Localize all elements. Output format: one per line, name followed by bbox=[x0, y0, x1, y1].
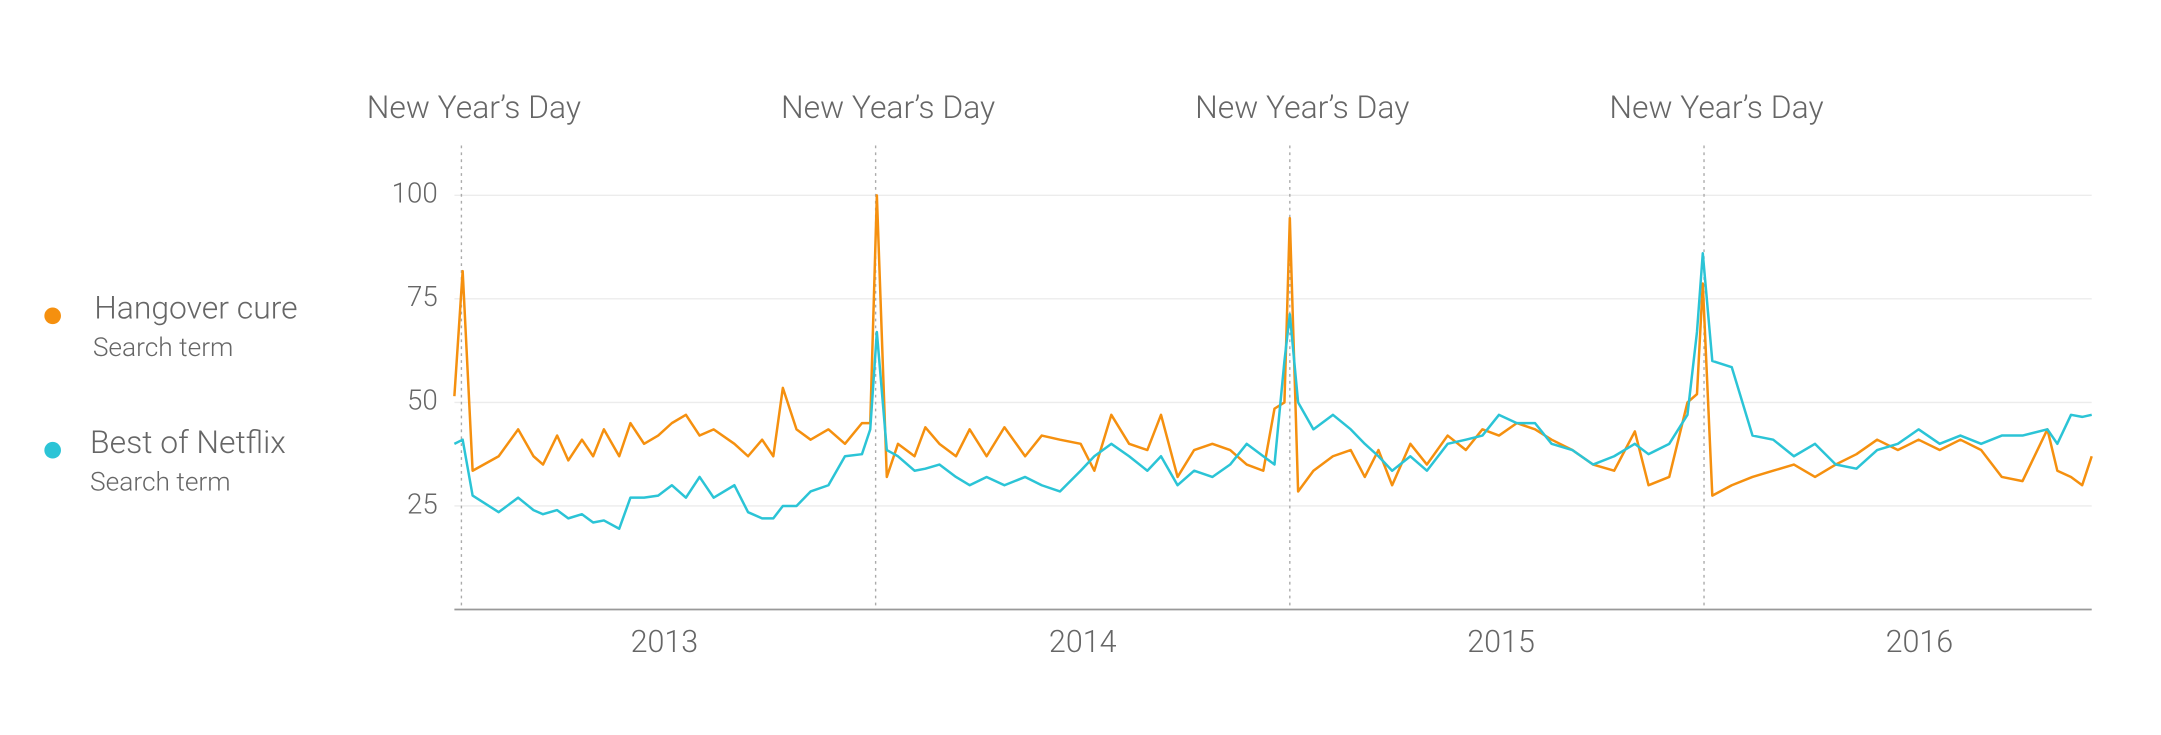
legend-sublabel: Search term bbox=[90, 467, 231, 497]
y-tick-label: 100 bbox=[392, 177, 438, 210]
event-label: New Year’s Day bbox=[367, 88, 581, 126]
legend-marker bbox=[44, 441, 61, 459]
y-tick-label: 50 bbox=[407, 384, 438, 417]
legend-label: Hangover cure bbox=[94, 289, 297, 327]
event-label: New Year’s Day bbox=[1609, 88, 1823, 126]
legend-marker bbox=[44, 307, 61, 325]
x-tick-label: 2013 bbox=[631, 625, 699, 660]
legend-label: Best of Netflix bbox=[90, 423, 286, 461]
x-tick-label: 2015 bbox=[1467, 625, 1535, 660]
series-line bbox=[453, 252, 2092, 530]
x-tick-label: 2016 bbox=[1886, 625, 1954, 660]
event-label: New Year’s Day bbox=[781, 88, 995, 126]
y-tick-label: 75 bbox=[407, 280, 438, 313]
y-tick-label: 25 bbox=[407, 487, 438, 520]
series-line bbox=[453, 194, 2093, 497]
event-label: New Year’s Day bbox=[1195, 88, 1409, 126]
x-tick-label: 2014 bbox=[1049, 625, 1117, 660]
legend-sublabel: Search term bbox=[93, 333, 234, 363]
